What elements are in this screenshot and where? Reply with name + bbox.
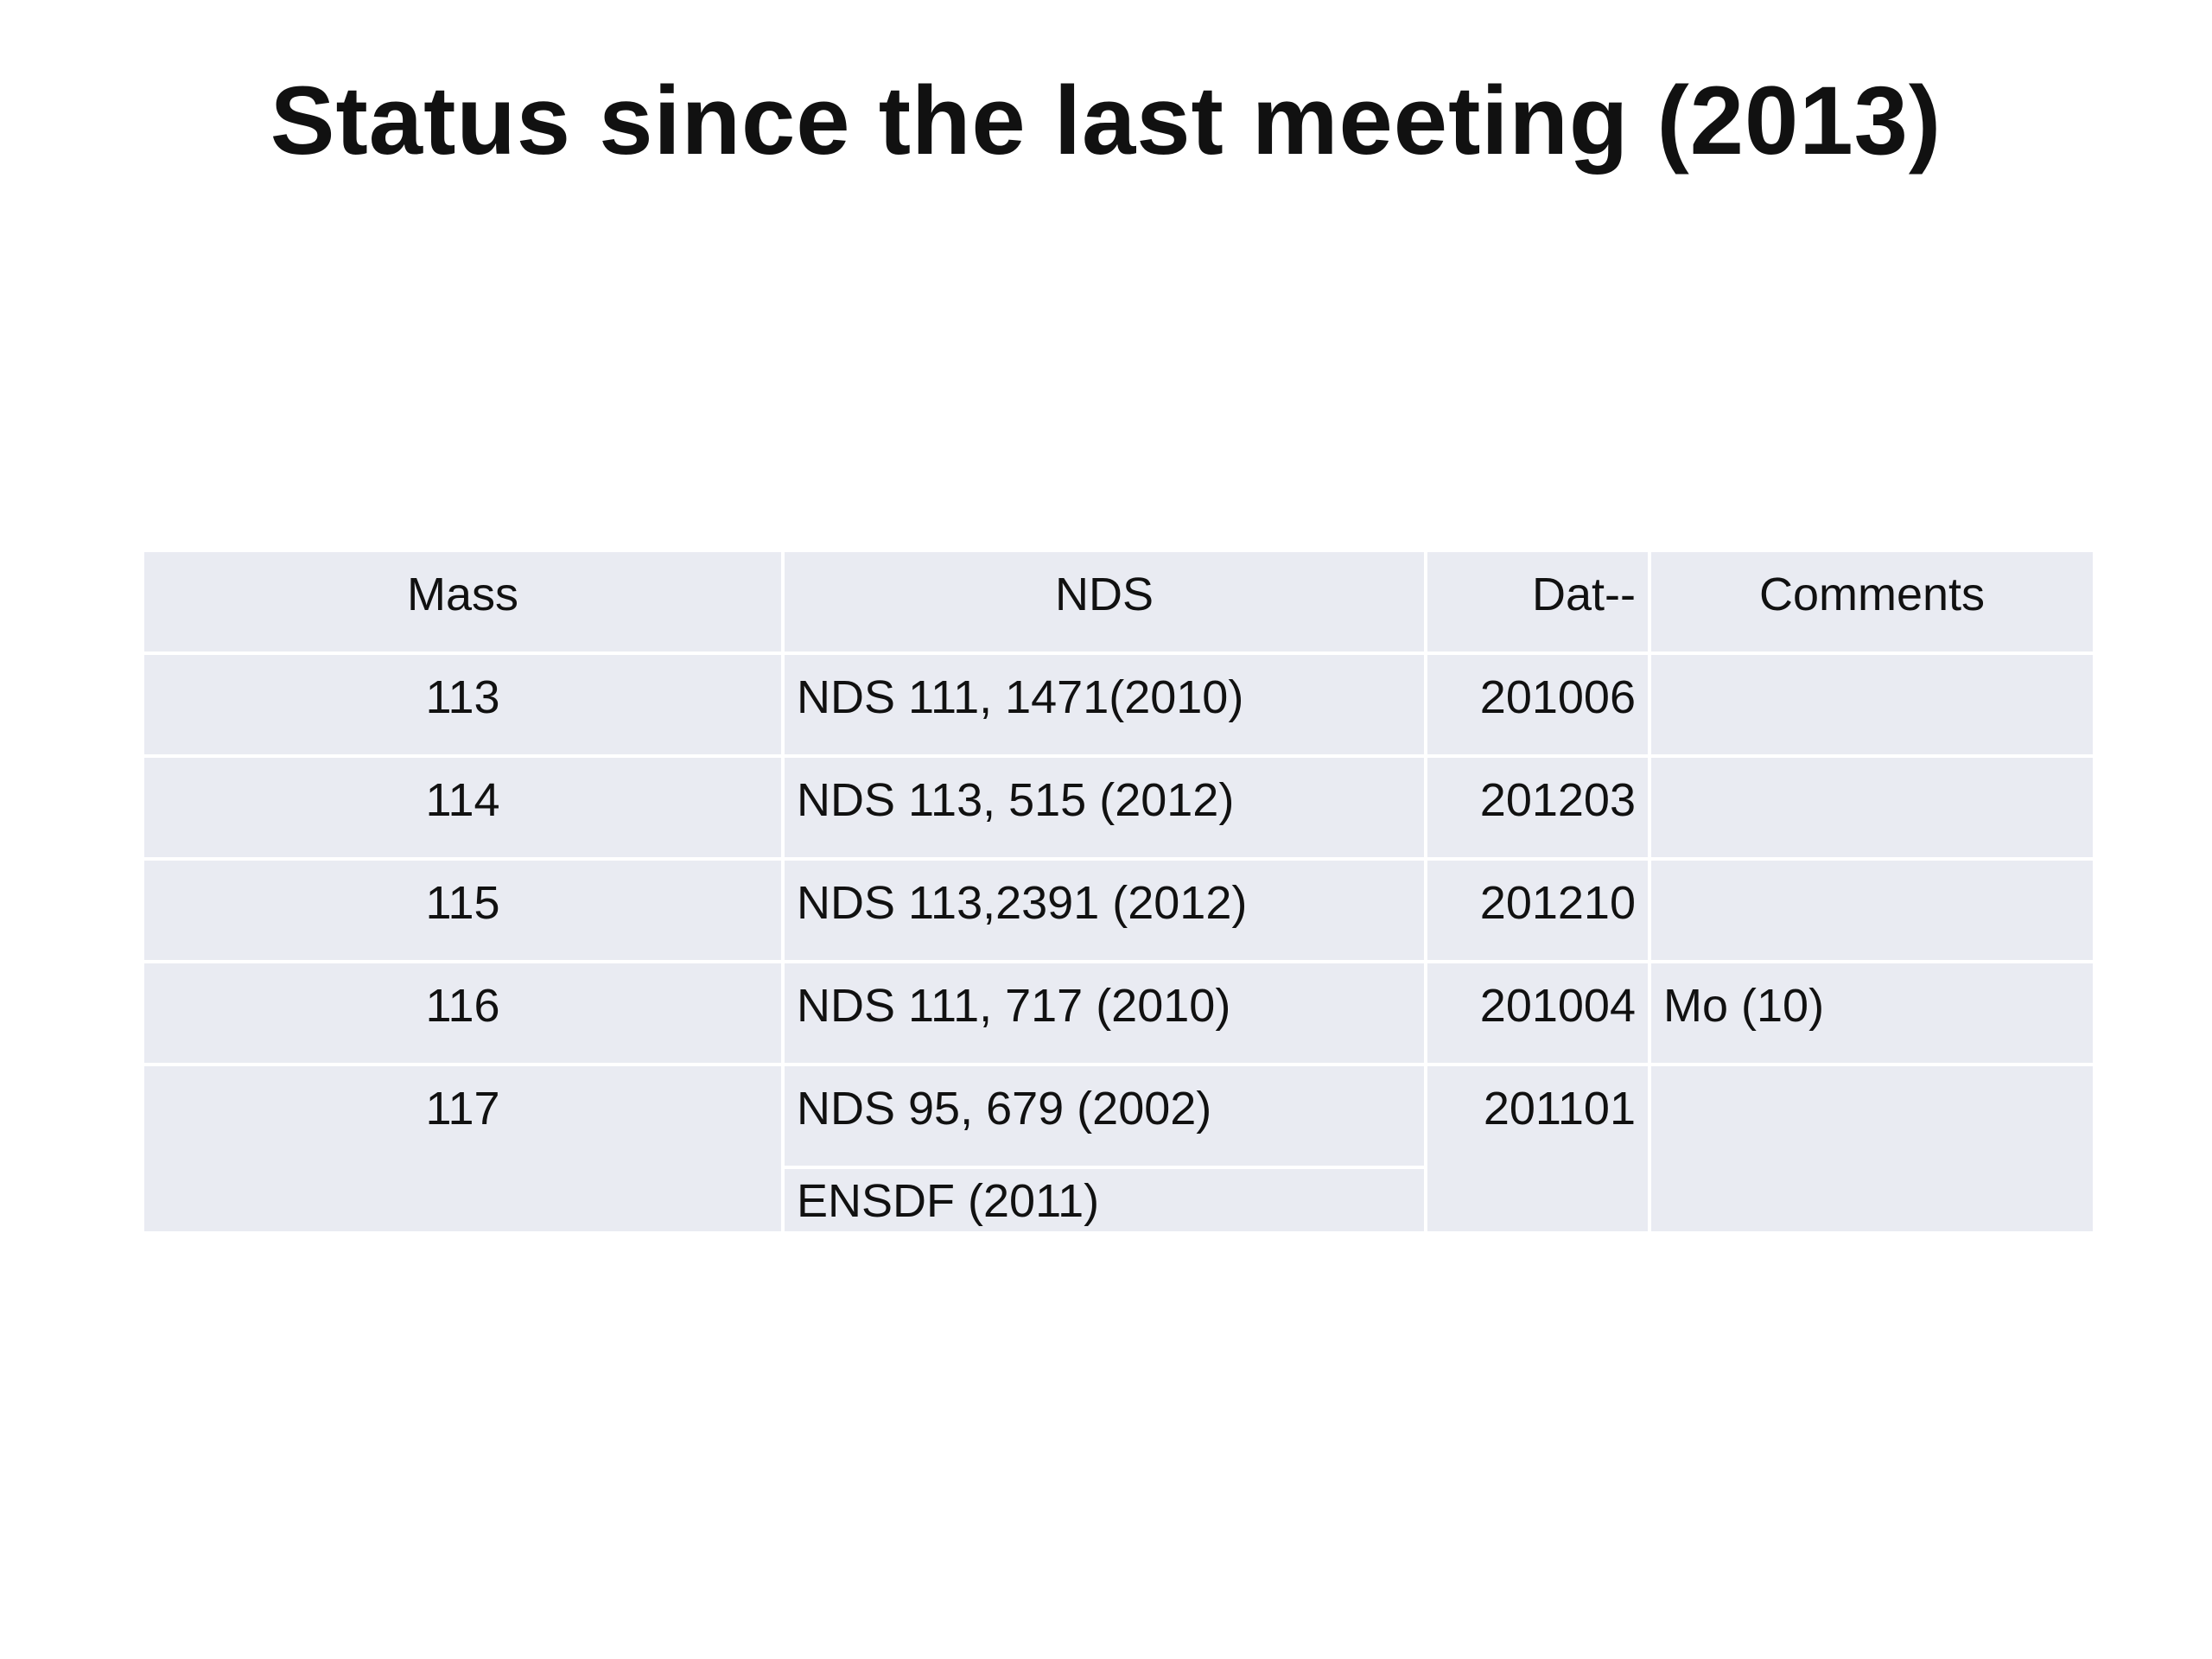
date-cell: 201210 [1424,857,1651,963]
header-row: Mass NDS Dat-- Comments [141,549,2096,655]
comments-cell [1648,754,2096,861]
header-cell: Comments [1648,549,2096,655]
comments-cell [1648,1063,2096,1235]
nds-cell: NDS 113,2391 (2012) [781,857,1427,963]
table-row: 117 NDS 95, 679 (2002) 201101 [141,1063,2096,1235]
date-cell: 201006 [1424,652,1651,758]
header-cell: Dat-- [1424,549,1651,655]
nds-cell: NDS 111, 717 (2010) [781,960,1427,1066]
mass-cell: 114 [141,754,785,861]
date-cell: 201203 [1424,754,1651,861]
comments-cell [1648,652,2096,758]
status-table: Mass NDS Dat-- Comments 113 NDS 111, 1471(201… [141,549,2096,1235]
slide-title: Status since the last meeting (2013) [270,67,1942,175]
mass-cell: 113 [141,652,785,758]
table-row: 115 NDS 113,2391 (2012) 201210 [141,857,2096,963]
table-row: 116 NDS 111, 717 (2010) 201004 Mo (10) [141,960,2096,1066]
date-cell: 201101 [1424,1063,1651,1235]
mass-cell: 115 [141,857,785,963]
nds-cell: NDS 111, 1471(2010) [781,652,1427,758]
nds-cell: ENSDF (2011) [781,1166,1427,1235]
table-sub-row: ENSDF (2011) [143,1166,2094,1235]
nds-cell: NDS 95, 679 (2002) [781,1063,1427,1169]
nds-cell: NDS 113, 515 (2012) [781,754,1427,861]
date-cell: 201004 [1424,960,1651,1066]
comments-cell [1648,857,2096,963]
header-cell: Mass [141,549,785,655]
header-cell: NDS [781,549,1427,655]
mass-cell: 116 [141,960,785,1066]
comments-cell: Mo (10) [1648,960,2096,1066]
table-row: 114 NDS 113, 515 (2012) 201203 [141,754,2096,861]
mass-cell: 117 [141,1063,785,1235]
table-row: 113 NDS 111, 1471(2010) 201006 [141,652,2096,758]
